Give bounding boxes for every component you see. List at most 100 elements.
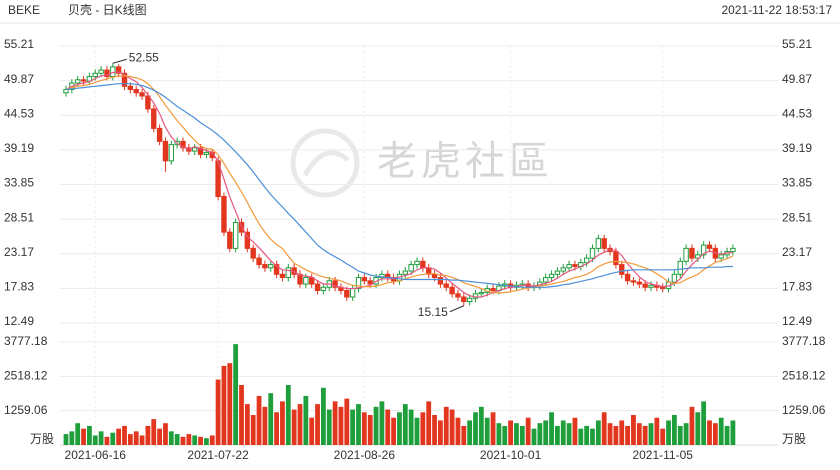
candle-body [630,280,637,283]
volume-bar [701,401,707,445]
y-tick-label: 12.49 [4,314,34,328]
volume-bar [221,365,227,445]
candle-body [730,247,736,253]
volume-bar [677,425,683,445]
volume-tick-label-right: 3777.18 [782,334,826,348]
volume-bar [683,423,689,445]
volume-bar [549,412,554,445]
candle-body [75,79,81,84]
candle-body [349,288,356,298]
candle-body [466,297,473,303]
volume-bar [204,438,209,445]
volume-bar [256,395,262,445]
volume-bar [508,420,513,445]
candle-body [63,89,69,94]
volume-bar [514,423,519,445]
volume-bar [566,423,572,445]
candle-body [168,144,175,162]
volume-bar [133,431,139,445]
volume-bar [198,436,203,445]
candle-body [104,69,110,78]
volume-bar [660,428,666,445]
candle-body [718,254,724,259]
volume-bar [192,435,198,445]
candle-body [408,264,414,272]
candle-body [700,244,707,256]
volume-bar [186,434,192,445]
candle-body [297,273,303,285]
volume-bar [478,406,484,445]
candle-body [490,288,496,292]
volume-bar [672,415,677,445]
volume-bar [215,379,221,445]
volume-bar [321,387,326,445]
x-tick-label: 2021-07-22 [187,448,249,462]
candle-body [180,140,186,149]
candle-body [461,296,467,303]
candle-body [601,238,607,249]
volume-unit-right: 万股 [782,432,806,446]
volume-bar [595,420,601,445]
candle-body [256,257,262,266]
volume-bar [303,395,309,445]
candle-body [689,247,695,259]
volume-bar [391,417,396,445]
volume-bar [712,423,718,445]
candle-body [139,92,145,97]
volume-bar [139,435,145,445]
volume-bar [262,406,268,445]
volume-bar [537,423,543,445]
candle-body [443,283,449,288]
candle-body [566,264,572,269]
candle-body [361,277,368,282]
volume-bar [168,431,174,445]
candle-body [197,147,204,155]
candle-body [437,277,444,285]
symbol: BEKE [8,3,40,17]
watermark: 老虎社區 [377,140,553,184]
candle-body [478,291,485,295]
volume-bar [555,425,560,445]
candle-body [98,69,104,74]
candle-body [414,260,420,266]
y-tick-label-right: 28.51 [782,210,812,224]
volume-tick-label: 3777.18 [4,334,48,348]
volume-bar [496,423,502,445]
volume-bar [332,401,338,445]
volume-bar [724,425,730,445]
volume-bar [338,406,344,445]
volume-bar [531,428,537,445]
candle-body [572,264,578,268]
moving-average-line [65,75,734,294]
candle-body [227,231,233,249]
candle-body [613,251,619,266]
y-tick-label-right: 12.49 [782,314,812,328]
volume-bar [402,404,408,445]
y-tick-label-right: 17.83 [782,280,812,294]
volume-bar [455,417,461,445]
candle-body [110,66,116,78]
volume-bar [525,417,531,445]
x-tick-label: 2021-10-01 [480,448,542,462]
volume-bar [87,425,92,445]
candle-body [127,85,134,91]
volume-bar [350,409,356,445]
candle-body [314,283,321,292]
volume-bar [244,404,250,445]
volume-bar [209,435,215,445]
volume-bar [233,344,239,445]
volume-bar [361,412,367,445]
candle-body [344,290,350,298]
volume-bar [127,434,133,445]
volume-bar [625,425,630,445]
volume-bar [584,425,590,445]
x-tick-label: 2021-06-16 [65,448,127,462]
candle-body [121,72,128,87]
volume-bar [250,415,256,445]
volume-bar [590,428,595,445]
volume-bar [484,417,490,445]
candle-body [320,286,327,292]
volume-bar [92,435,98,445]
volume-bar [98,431,104,445]
volume-bar [239,385,244,445]
